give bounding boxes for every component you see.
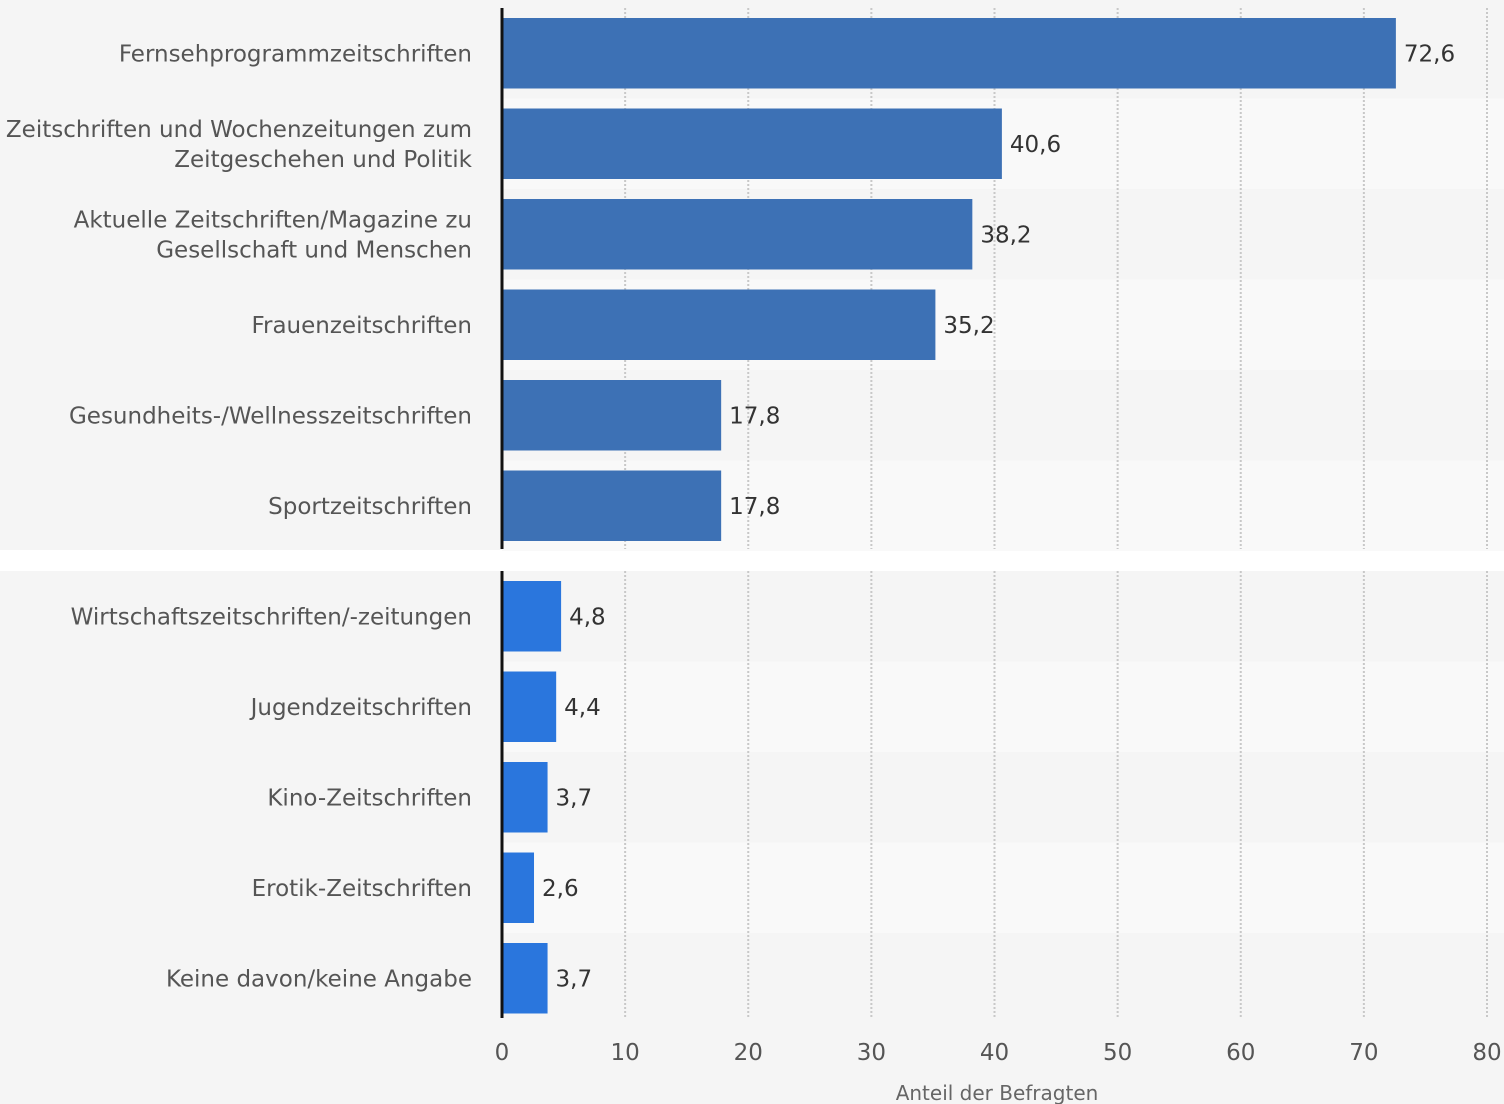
category-label: Gesundheits-/Wellnesszeitschriften: [69, 403, 472, 429]
bar: [502, 943, 548, 1014]
x-tick-label: 10: [610, 1040, 639, 1066]
row-band: [502, 661, 1504, 752]
bar: [502, 108, 1002, 179]
data-label: 17,8: [729, 403, 780, 429]
category-label: Erotik-Zeitschriften: [252, 876, 472, 902]
category-label: Keine davon/keine Angabe: [166, 966, 472, 992]
bar: [502, 289, 936, 360]
bar: [502, 671, 557, 742]
category-label: Aktuelle Zeitschriften/Magazine zu Gesell…: [74, 207, 472, 263]
gridlines: [624, 8, 1488, 1018]
x-tick-label: 80: [1472, 1040, 1501, 1066]
x-tick-label: 70: [1349, 1040, 1378, 1066]
x-tick-label: 40: [980, 1040, 1009, 1066]
category-label: Fernsehprogrammzeitschriften: [119, 41, 472, 67]
panel-separator: [0, 550, 1504, 571]
data-label: 17,8: [729, 494, 780, 520]
bars: [502, 18, 1396, 1014]
data-label: 35,2: [943, 313, 994, 339]
data-label: 40,6: [1010, 132, 1061, 158]
row-band: [502, 842, 1504, 933]
x-tick-label: 20: [734, 1040, 763, 1066]
bar: [502, 18, 1396, 89]
x-tick-label: 30: [857, 1040, 886, 1066]
bar: [502, 852, 535, 923]
x-tick-label: 60: [1226, 1040, 1255, 1066]
category-label: Kino-Zeitschriften: [267, 785, 472, 811]
data-label: 4,8: [569, 604, 606, 630]
data-label: 3,7: [556, 785, 593, 811]
x-tick-label: 50: [1103, 1040, 1132, 1066]
category-label: Wirtschaftszeitschriften/-zeitungen: [71, 604, 472, 630]
category-label: Sportzeitschriften: [268, 494, 472, 520]
labels: 72,6 Fernsehprogrammzeitschriften 40,6 Zeit…: [6, 41, 1502, 1066]
category-label: Frauenzeitschriften: [251, 313, 472, 339]
bar: [502, 762, 548, 833]
bar: [502, 199, 973, 270]
data-label: 72,6: [1404, 41, 1455, 67]
bar: [502, 581, 562, 652]
category-label: Zeitschriften und Wochenzeitungen zum Zei…: [6, 117, 473, 173]
x-axis-title: Anteil der Befragten: [896, 1081, 1099, 1104]
data-label: 2,6: [542, 876, 579, 902]
data-label: 3,7: [556, 966, 593, 992]
x-tick-label: 0: [495, 1040, 510, 1066]
bar: [502, 470, 722, 541]
data-label: 4,4: [564, 695, 601, 721]
data-label: 38,2: [980, 222, 1031, 248]
category-label: Jugendzeitschriften: [249, 695, 472, 721]
bar: [502, 380, 722, 451]
